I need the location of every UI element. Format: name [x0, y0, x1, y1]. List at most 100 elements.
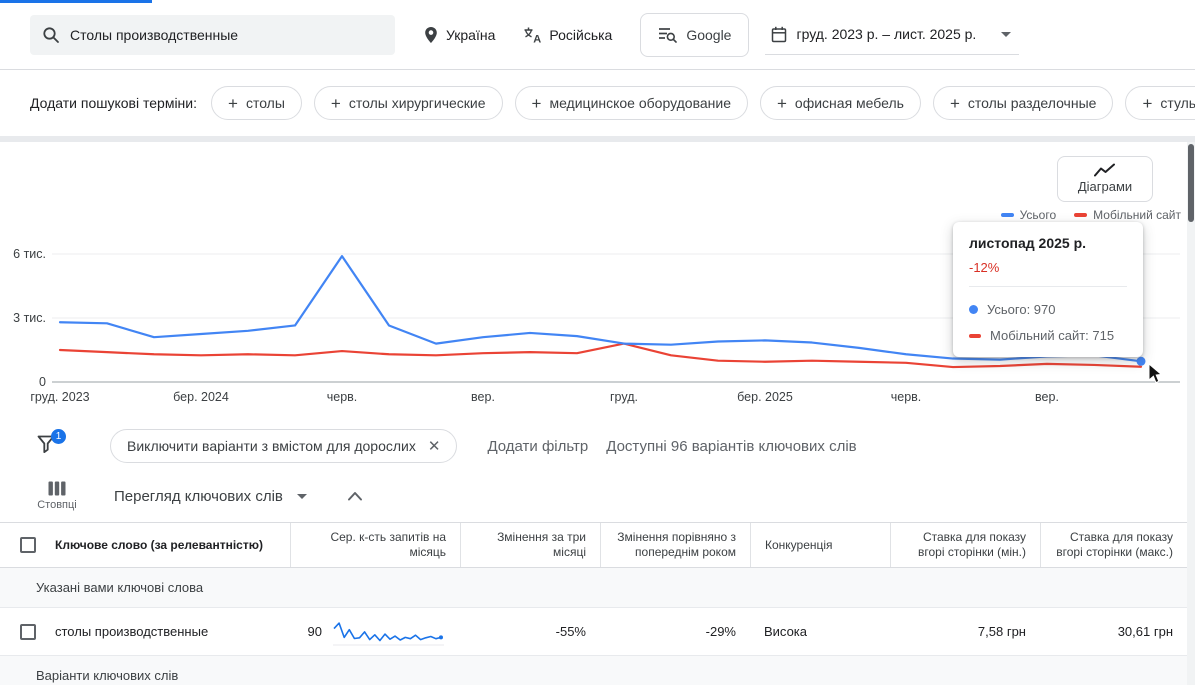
search-network-icon: [659, 28, 678, 43]
date-range-value: груд. 2023 р. – лист. 2025 р.: [796, 26, 977, 42]
keywords-table: Ключове слово (за релевантністю) Сер. к-…: [0, 522, 1195, 685]
plus-icon: +: [776, 93, 787, 113]
select-all-cell: [0, 523, 55, 567]
column-header-yoy-change[interactable]: Змінення порівняно з попереднім роком: [600, 523, 750, 567]
table-header-row: Ключове слово (за релевантністю) Сер. к-…: [0, 522, 1195, 568]
term-chip-label: столы разделочные: [967, 95, 1097, 111]
term-chip-label: офисная мебель: [794, 95, 904, 111]
column-header-top-bid-high[interactable]: Ставка для показу вгорі сторінки (макс.): [1040, 523, 1187, 567]
mouse-cursor-icon: [1148, 364, 1162, 384]
legend-item-mobile[interactable]: Мобільний сайт: [1074, 208, 1181, 222]
svg-text:груд.: груд.: [610, 390, 638, 404]
active-tab-indicator: [0, 0, 152, 3]
column-header-keyword[interactable]: Ключове слово (за релевантністю): [55, 537, 263, 552]
tooltip-total-row: Усього: 970: [969, 302, 1127, 317]
column-header-avg-searches[interactable]: Сер. к-сть запитів на місяць: [290, 523, 460, 567]
table-row[interactable]: столы производственные 90 -55% -29% Висо…: [0, 608, 1195, 656]
plus-icon: +: [228, 93, 238, 113]
columns-icon: [48, 481, 66, 496]
plus-icon: +: [531, 93, 542, 113]
top-bid-high-cell: 30,61 грн: [1117, 624, 1173, 639]
svg-text:6 тис.: 6 тис.: [13, 247, 46, 261]
search-input[interactable]: Столы производственные: [70, 26, 239, 43]
vertical-scrollbar[interactable]: [1187, 142, 1195, 685]
total-series-marker: [1000, 213, 1014, 217]
diagrams-button-label: Діаграми: [1077, 179, 1133, 194]
columns-bar: Стовпці Перегляд ключових слів: [0, 470, 1195, 522]
tooltip-change: -12%: [969, 260, 1000, 275]
add-term-chip[interactable]: + стулья производственные: [1125, 86, 1195, 120]
select-all-checkbox[interactable]: [19, 537, 36, 553]
mobile-series-marker: [969, 333, 981, 338]
active-filter-chip[interactable]: Виключити варіанти з вмістом для доросли…: [110, 429, 458, 463]
filter-button[interactable]: 1: [36, 429, 66, 458]
add-terms-label: Додати пошукові терміни:: [30, 95, 197, 111]
line-chart-icon: [1094, 163, 1115, 177]
network-value: Google: [686, 26, 732, 43]
tooltip-mobile-row: Мобільний сайт: 715: [969, 328, 1127, 343]
competition-cell: Висока: [764, 624, 808, 639]
filter-count-badge: 1: [51, 429, 66, 444]
plus-icon: +: [949, 93, 960, 113]
add-term-chip[interactable]: + столы: [211, 86, 302, 120]
available-keywords-count: Доступні 96 варіантів ключових слів: [606, 437, 857, 455]
svg-text:вер.: вер.: [471, 390, 495, 404]
svg-text:груд. 2023: груд. 2023: [30, 390, 89, 404]
term-chip-label: столы: [245, 95, 285, 111]
add-term-chip[interactable]: + столы хирургические: [313, 86, 503, 120]
location-setting[interactable]: Україна: [423, 26, 495, 44]
row-checkbox[interactable]: [19, 623, 36, 640]
yoy-change-cell: -29%: [705, 624, 736, 639]
svg-text:A: A: [534, 33, 542, 44]
keyword-view-selector[interactable]: Перегляд ключових слів: [114, 488, 307, 505]
chart-legend: Усього Мобільний сайт: [1000, 208, 1181, 222]
svg-text:0: 0: [39, 375, 46, 389]
scrollbar-thumb[interactable]: [1188, 144, 1194, 222]
avg-searches-cell: 90: [290, 608, 460, 655]
columns-button-label: Стовпці: [37, 499, 77, 511]
columns-button[interactable]: Стовпці: [28, 481, 86, 511]
term-chip-list: + столы + столы хирургические + медицинское…: [211, 86, 1195, 120]
top-bid-low-cell: 7,58 грн: [977, 624, 1026, 639]
mobile-series-marker: [1074, 213, 1088, 217]
calendar-icon: [772, 26, 787, 42]
svg-text:вер.: вер.: [1035, 390, 1059, 404]
svg-text:бер. 2024: бер. 2024: [173, 390, 229, 404]
chart-tooltip: листопад 2025 р. -12% Усього: 970 Мобіль…: [953, 222, 1143, 357]
tooltip-total-value: Усього: 970: [987, 302, 1056, 317]
panel-divider: [0, 136, 1195, 142]
avg-searches-value: 90: [307, 624, 322, 639]
column-header-top-bid-low[interactable]: Ставка для показу вгорі сторінки (мін.): [890, 523, 1040, 567]
keyword-cell: столы производственные: [55, 624, 209, 639]
add-term-chip[interactable]: + медицинское оборудование: [514, 86, 748, 120]
collapse-chart-button[interactable]: [343, 485, 367, 508]
add-term-chip[interactable]: + столы разделочные: [932, 86, 1114, 120]
plan-settings-bar: Столы производственные Україна A Російсь…: [0, 0, 1195, 70]
translate-icon: A: [524, 27, 542, 44]
svg-text:3 тис.: 3 тис.: [13, 311, 46, 325]
add-filter-button[interactable]: Додати фільтр: [487, 437, 589, 455]
total-series-marker: [969, 305, 978, 314]
keyword-trend-sparkline[interactable]: [331, 617, 446, 647]
diagrams-button[interactable]: Діаграми: [1057, 156, 1153, 202]
legend-item-total[interactable]: Усього: [1000, 208, 1056, 222]
search-icon: [43, 26, 59, 43]
column-header-competition[interactable]: Конкуренція: [750, 523, 890, 567]
trend-chart-panel: 0 3 тис. 6 тис. груд. 2023 бер. 2024 черв. вер…: [0, 142, 1195, 422]
date-range-selector[interactable]: груд. 2023 р. – лист. 2025 р.: [765, 15, 1020, 55]
language-value: Російська: [549, 26, 613, 43]
chevron-down-icon: [1001, 31, 1012, 37]
keyword-search-box[interactable]: Столы производственные: [30, 14, 395, 55]
tooltip-month: листопад 2025 р.: [969, 235, 1087, 251]
network-selector[interactable]: Google: [640, 12, 750, 57]
language-setting[interactable]: A Російська: [523, 26, 612, 44]
three-month-change-cell: -55%: [555, 624, 586, 639]
close-icon[interactable]: ✕: [427, 438, 441, 455]
chevron-up-icon: [347, 491, 362, 500]
svg-text:черв.: черв.: [891, 390, 922, 404]
add-terms-bar: Додати пошукові терміни: + столы + столы х…: [0, 70, 1195, 136]
plus-icon: +: [330, 93, 341, 113]
column-header-three-month-change[interactable]: Змінення за три місяці: [460, 523, 600, 567]
add-term-chip[interactable]: + офисная мебель: [759, 86, 921, 120]
